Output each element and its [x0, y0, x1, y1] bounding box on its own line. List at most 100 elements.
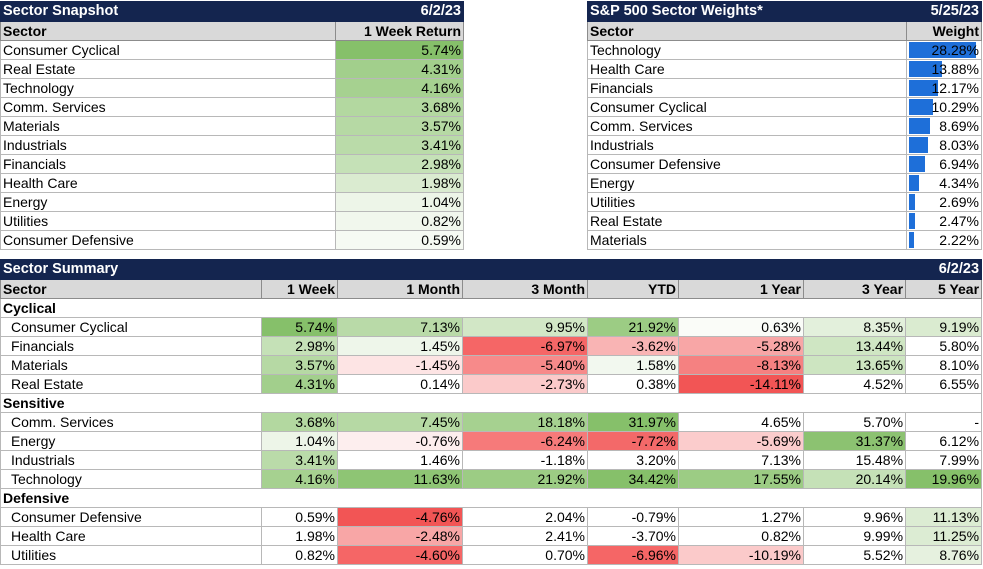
sector-name: Consumer Cyclical [587, 97, 907, 117]
return-value: 1.46% [337, 450, 463, 470]
return-value: 17.55% [678, 469, 804, 489]
return-value: -0.76% [337, 431, 463, 451]
return-value: 2.98% [261, 336, 338, 356]
sector-name: Utilities [587, 192, 907, 212]
sector-name: Financials [0, 154, 336, 174]
table-row: Energy 1.04% [0, 192, 464, 212]
table-row: Utilities 2.69% [587, 192, 982, 212]
sector-name: Consumer Defensive [0, 507, 262, 527]
table-row: Consumer Cyclical 10.29% [587, 97, 982, 117]
return-value: 0.63% [678, 317, 804, 337]
return-value: 7.99% [905, 450, 983, 470]
sector-name: Industrials [0, 135, 336, 155]
table-row: Real Estate 2.47% [587, 211, 982, 231]
return-value: 0.82% [678, 526, 804, 546]
return-value: 15.48% [802, 450, 907, 470]
weight-value: 6.94% [939, 156, 979, 172]
weight-bar [909, 118, 930, 134]
weight-value: 8.03% [939, 137, 979, 153]
table-row: Real Estate 4.31% [0, 59, 464, 79]
weight-bar [909, 194, 916, 210]
return-value: 19.96% [905, 469, 983, 489]
return-value: 2.04% [462, 507, 588, 527]
return-value: 31.37% [802, 431, 907, 451]
column-header-1-month: 1 Month [337, 279, 463, 299]
return-value: 6.55% [905, 374, 983, 394]
return-value: 2.98% [335, 154, 464, 174]
weight-cell: 2.22% [906, 230, 982, 250]
column-header-1-year: 1 Year [678, 279, 804, 299]
column-header-1-week-return: 1 Week Return [335, 21, 464, 41]
table-row: Utilities 0.82% [0, 211, 464, 231]
table-row: Materials 2.22% [587, 230, 982, 250]
table-row: Health Care 1.98% -2.48% 2.41% -3.70% 0.82% 9.… [0, 526, 983, 546]
group-header-row: Sensitive [0, 393, 983, 413]
return-value: 5.80% [905, 336, 983, 356]
return-value: 11.25% [905, 526, 983, 546]
return-value: - [905, 412, 983, 432]
summary-column-header: Sector 1 Week 1 Month 3 Month YTD 1 Year… [0, 279, 983, 299]
sector-name: Health Care [587, 59, 907, 79]
column-header-weight: Weight [906, 21, 982, 41]
return-value: 20.14% [802, 469, 907, 489]
return-value: 3.68% [335, 97, 464, 117]
sector-name: Consumer Cyclical [0, 40, 336, 60]
sector-name: Real Estate [587, 211, 907, 231]
sector-name: Comm. Services [0, 412, 262, 432]
return-value: 9.96% [802, 507, 907, 527]
return-value: -2.48% [337, 526, 463, 546]
weight-value: 12.17% [931, 80, 979, 96]
column-header-sector: Sector [0, 21, 336, 41]
table-row: Energy 1.04% -0.76% -6.24% -7.72% -5.69% 31.37… [0, 431, 983, 451]
return-value: 4.31% [261, 374, 338, 394]
return-value: 3.68% [261, 412, 338, 432]
table-row: Industrials 8.03% [587, 135, 982, 155]
weight-value: 2.22% [939, 232, 979, 248]
weight-value: 10.29% [931, 99, 979, 115]
table-row: Real Estate 4.31% 0.14% -2.73% 0.38% -14.11% 4… [0, 374, 983, 394]
return-value: 9.95% [462, 317, 588, 337]
table-row: Industrials 3.41% [0, 135, 464, 155]
table-row: Financials 2.98% 1.45% -6.97% -3.62% -5.28% 13… [0, 336, 983, 356]
return-value: 3.20% [587, 450, 679, 470]
weight-value: 28.28% [931, 42, 979, 58]
return-value: 7.13% [337, 317, 463, 337]
sector-name: Utilities [0, 211, 336, 231]
weight-cell: 28.28% [906, 40, 982, 60]
return-value: -5.69% [678, 431, 804, 451]
sector-name: Consumer Defensive [0, 230, 336, 250]
return-value: -5.40% [462, 355, 588, 375]
return-value: 8.35% [802, 317, 907, 337]
snapshot-title-row: Sector Snapshot 6/2/23 [0, 1, 464, 22]
column-header-sector: Sector [587, 21, 907, 41]
weight-bar [909, 61, 942, 77]
column-header-5-year: 5 Year [905, 279, 983, 299]
table-row: Comm. Services 3.68% 7.45% 18.18% 31.97% 4.65… [0, 412, 983, 432]
sector-name: Health Care [0, 526, 262, 546]
weight-cell: 2.47% [906, 211, 982, 231]
sector-name: Energy [0, 431, 262, 451]
table-row: Consumer Defensive 6.94% [587, 154, 982, 174]
return-value: 0.70% [462, 545, 588, 565]
table-row: Materials 3.57% -1.45% -5.40% 1.58% -8.13% 13.… [0, 355, 983, 375]
return-value: -14.11% [678, 374, 804, 394]
table-row: Comm. Services 8.69% [587, 116, 982, 136]
return-value: 4.52% [802, 374, 907, 394]
weights-column-header: Sector Weight [587, 21, 982, 41]
return-value: 0.82% [261, 545, 338, 565]
table-row: Health Care 13.88% [587, 59, 982, 79]
return-value: 0.82% [335, 211, 464, 231]
sector-name: Materials [587, 230, 907, 250]
return-value: 13.65% [802, 355, 907, 375]
table-row: Health Care 1.98% [0, 173, 464, 193]
return-value: 4.16% [261, 469, 338, 489]
table-row: Consumer Cyclical 5.74% [0, 40, 464, 60]
sector-name: Energy [587, 173, 907, 193]
snapshot-column-header: Sector 1 Week Return [0, 21, 464, 41]
sector-summary-table: Sector Summary 6/2/23 Sector 1 Week 1 Mo… [0, 259, 983, 565]
table-row: Consumer Cyclical 5.74% 7.13% 9.95% 21.92% 0.… [0, 317, 983, 337]
weight-cell: 2.69% [906, 192, 982, 212]
return-value: -8.13% [678, 355, 804, 375]
column-header-3-month: 3 Month [462, 279, 588, 299]
return-value: -3.62% [587, 336, 679, 356]
